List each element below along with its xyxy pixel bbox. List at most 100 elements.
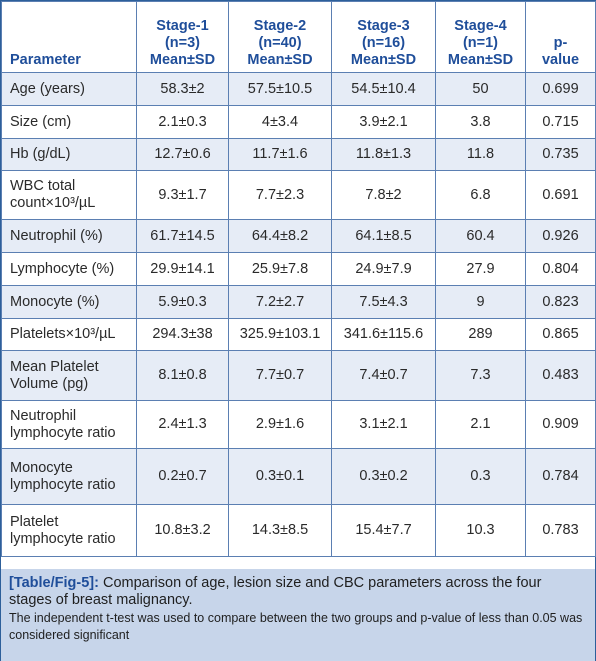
table-row: Hb (g/dL) 12.7±0.6 11.7±1.6 11.8±1.3 11.8 0.7… xyxy=(1,138,596,171)
p-value-cell: 0.735 xyxy=(525,138,596,171)
value-cell: 0.2±0.7 xyxy=(136,448,229,505)
header-line: Mean±SD xyxy=(247,52,313,68)
value-cell: 58.3±2 xyxy=(136,72,229,106)
value-cell: 0.3 xyxy=(435,448,526,505)
table-row: WBC total count×10³/µL 9.3±1.7 7.7±2.3 7.8±2… xyxy=(1,170,596,220)
table-row: Neutrophil (%) 61.7±14.5 64.4±8.2 64.1±8.5 6… xyxy=(1,219,596,253)
header-line: (n=3) xyxy=(164,35,201,51)
value-cell: 27.9 xyxy=(435,252,526,286)
parameter-label: lymphocyte ratio xyxy=(10,476,116,493)
header-line: Mean±SD xyxy=(350,52,417,68)
value-cell: 64.4±8.2 xyxy=(228,219,332,253)
caption-tag: [Table/Fig-5]: xyxy=(9,575,99,591)
value-cell: 61.7±14.5 xyxy=(136,219,229,253)
table-row: Size (cm) 2.1±0.3 4±3.4 3.9±2.1 3.8 0.715 xyxy=(1,105,596,139)
parameter-cell: Neutrophil (%) xyxy=(1,219,137,253)
cbc-comparison-table: Parameter Stage-1 (n=3) Mean±SD Stage-2 (n=40… xyxy=(1,1,596,557)
table-row: Platelets×10³/µL 294.3±38 325.9±103.1 341.6… xyxy=(1,318,596,351)
p-value-cell: 0.909 xyxy=(525,400,596,449)
p-value-cell: 0.691 xyxy=(525,170,596,220)
header-column: Stage-4 (n=1) Mean±SD xyxy=(435,1,526,73)
table-row: Age (years) 58.3±2 57.5±10.5 54.5±10.4 50 0.6… xyxy=(1,72,596,106)
value-cell: 3.8 xyxy=(435,105,526,139)
p-value-cell: 0.784 xyxy=(525,448,596,505)
parameter-label: Neutrophil (%) xyxy=(10,227,103,244)
header-line: Stage-4 xyxy=(454,18,507,34)
parameter-cell: Monocyte lymphocyte ratio xyxy=(1,448,137,505)
header-line: Mean±SD xyxy=(149,52,216,68)
table-caption: [Table/Fig-5]: Comparison of age, lesion… xyxy=(1,569,595,661)
header-column: Stage-3 (n=16) Mean±SD xyxy=(331,1,436,73)
value-cell: 7.2±2.7 xyxy=(228,285,332,319)
value-cell: 24.9±7.9 xyxy=(331,252,436,286)
parameter-cell: Size (cm) xyxy=(1,105,137,139)
value-cell: 4±3.4 xyxy=(228,105,332,139)
p-value-cell: 0.483 xyxy=(525,350,596,401)
parameter-label: lymphocyte ratio xyxy=(10,530,116,547)
parameter-cell: Lymphocyte (%) xyxy=(1,252,137,286)
table-row: Monocyte lymphocyte ratio 0.2±0.7 0.3±0.1 0.… xyxy=(1,448,596,505)
value-cell: 7.4±0.7 xyxy=(331,350,436,401)
parameter-label: Hb (g/dL) xyxy=(10,146,71,162)
value-cell: 50 xyxy=(435,72,526,106)
value-cell: 54.5±10.4 xyxy=(331,72,436,106)
value-cell: 3.9±2.1 xyxy=(331,105,436,139)
parameter-label: Volume (pg) xyxy=(10,375,89,392)
parameter-label: WBC total xyxy=(10,178,76,194)
value-cell: 12.7±0.6 xyxy=(136,138,229,171)
caption-text: Comparison of age, lesion size and CBC p… xyxy=(9,575,542,608)
value-cell: 25.9±7.8 xyxy=(228,252,332,286)
value-cell: 5.9±0.3 xyxy=(136,285,229,319)
value-cell: 0.3±0.1 xyxy=(228,448,332,505)
header-line: p- xyxy=(553,35,568,51)
header-line: Stage-3 xyxy=(357,18,410,34)
parameter-label: Age (years) xyxy=(10,80,85,97)
parameter-label: Mean Platelet xyxy=(10,358,99,375)
parameter-label: lymphocyte ratio xyxy=(10,424,116,441)
parameter-label: Monocyte (%) xyxy=(10,293,100,310)
header-line: Stage-2 xyxy=(253,18,307,34)
p-value-cell: 0.823 xyxy=(525,285,596,319)
parameter-cell: Mean Platelet Volume (pg) xyxy=(1,350,137,401)
header-line: Mean±SD xyxy=(447,52,514,68)
value-cell: 8.1±0.8 xyxy=(136,350,229,401)
parameter-label: Platelets×10³/µL xyxy=(10,326,116,342)
parameter-cell: Hb (g/dL) xyxy=(1,138,137,171)
value-cell: 15.4±7.7 xyxy=(331,504,436,557)
caption-note: The independent t-test was used to compa… xyxy=(9,611,583,642)
header-line: value xyxy=(541,52,580,68)
parameter-label: Size (cm) xyxy=(10,113,72,130)
value-cell: 6.8 xyxy=(435,170,526,220)
value-cell: 2.1±0.3 xyxy=(136,105,229,139)
header-column: Stage-1 (n=3) Mean±SD xyxy=(136,1,229,73)
parameter-label: Platelet xyxy=(10,513,59,530)
parameter-label: Lymphocyte (%) xyxy=(10,260,115,277)
value-cell: 3.1±2.1 xyxy=(331,400,436,449)
table-row: Mean Platelet Volume (pg) 8.1±0.8 7.7±0.7 7.… xyxy=(1,350,596,401)
value-cell: 2.4±1.3 xyxy=(136,400,229,449)
p-value-cell: 0.804 xyxy=(525,252,596,286)
p-value-cell: 0.699 xyxy=(525,72,596,106)
parameter-cell: Monocyte (%) xyxy=(1,285,137,319)
value-cell: 11.8±1.3 xyxy=(331,138,436,171)
value-cell: 7.3 xyxy=(435,350,526,401)
table-body: Age (years) 58.3±2 57.5±10.5 54.5±10.4 50 0.6… xyxy=(1,72,596,557)
header-line: Stage-1 xyxy=(156,18,209,34)
p-value-cell: 0.926 xyxy=(525,219,596,253)
value-cell: 11.8 xyxy=(435,138,526,171)
p-value-cell: 0.715 xyxy=(525,105,596,139)
header-parameter: Parameter xyxy=(1,1,137,73)
value-cell: 294.3±38 xyxy=(136,318,229,351)
value-cell: 7.8±2 xyxy=(331,170,436,220)
value-cell: 7.5±4.3 xyxy=(331,285,436,319)
value-cell: 341.6±115.6 xyxy=(331,318,436,351)
value-cell: 9 xyxy=(435,285,526,319)
header-line: Parameter xyxy=(10,52,81,68)
header-line: (n=40) xyxy=(258,35,302,51)
value-cell: 2.9±1.6 xyxy=(228,400,332,449)
header-line: (n=1) xyxy=(462,35,499,51)
parameter-cell: WBC total count×10³/µL xyxy=(1,170,137,220)
header-column: p-value xyxy=(525,1,596,73)
value-cell: 325.9±103.1 xyxy=(228,318,332,351)
